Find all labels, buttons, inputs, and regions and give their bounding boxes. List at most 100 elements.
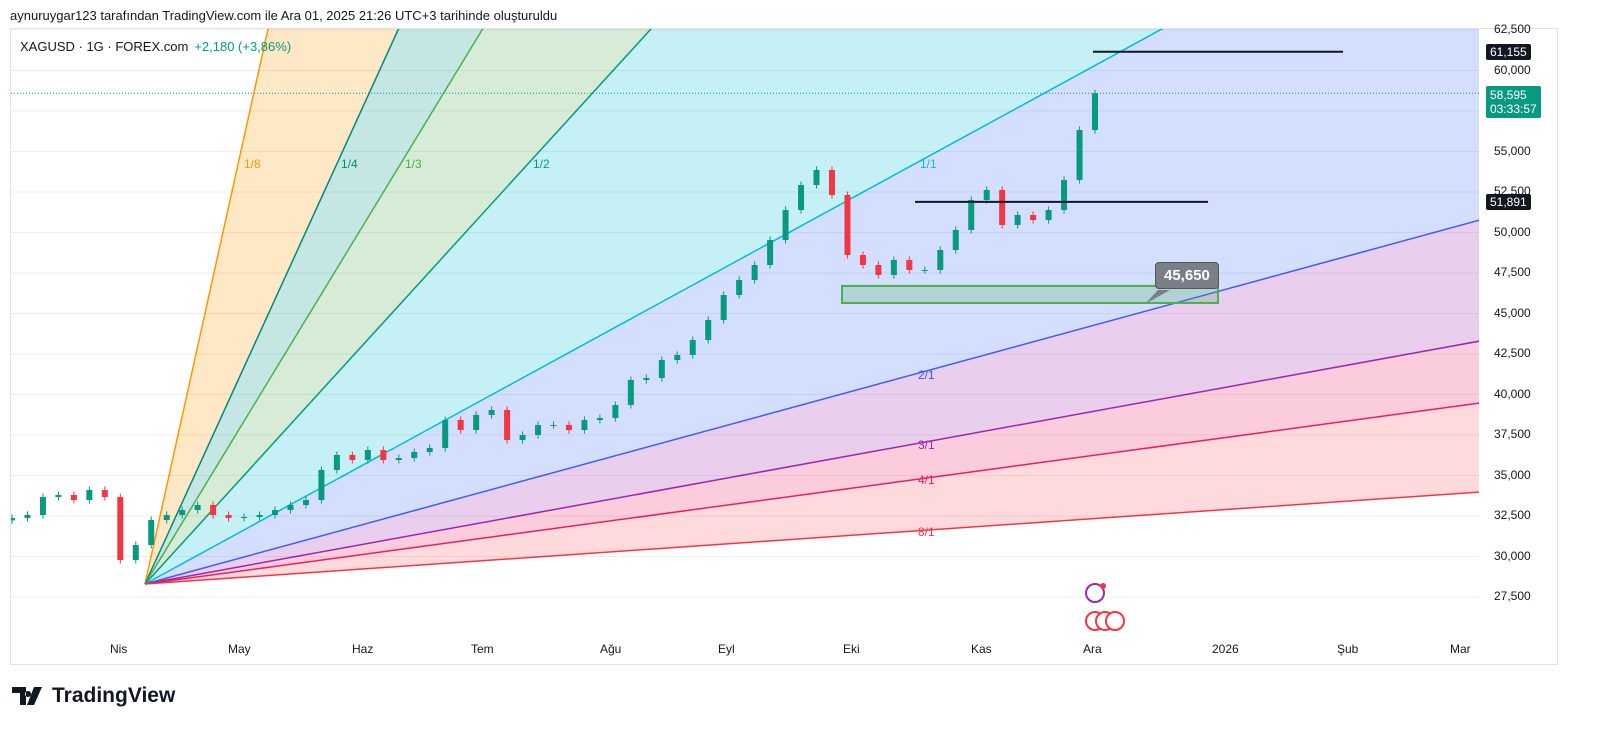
candle-body	[519, 435, 526, 440]
candle-body	[612, 404, 619, 418]
candle-body	[272, 509, 279, 515]
candle-body	[411, 451, 418, 459]
candle-body	[627, 380, 634, 405]
price-callout[interactable]: 45,650	[1155, 262, 1219, 289]
candle-body	[705, 319, 712, 341]
last-price: 58,595	[1490, 88, 1527, 102]
candle-body	[736, 279, 743, 295]
time-axis-label: Kas	[971, 642, 992, 656]
price-axis-label: 45,000	[1494, 305, 1531, 320]
candle-body	[581, 419, 588, 430]
price-axis-label: 35,000	[1494, 467, 1531, 482]
candle-body	[565, 424, 572, 430]
candle-body	[674, 354, 681, 360]
chart-caption: aynuruygar123 tarafından TradingView.com…	[10, 8, 558, 23]
candle-body	[318, 469, 325, 500]
candle-body	[86, 489, 93, 500]
candle-body	[813, 170, 820, 186]
candle-body	[333, 454, 340, 470]
support-zone	[841, 284, 1219, 304]
candle-body	[117, 496, 124, 560]
candle-body	[689, 340, 696, 355]
fan-band	[145, 29, 1479, 584]
candle-body	[148, 520, 155, 545]
price-axis-label: 27,500	[1494, 589, 1531, 603]
price-axis-label: 32,500	[1494, 508, 1531, 522]
candle-body	[1092, 93, 1098, 131]
lightning-event-icon	[1085, 583, 1105, 603]
time-axis-label: Şub	[1337, 642, 1359, 656]
price-axis-label: 40,000	[1494, 386, 1531, 401]
fan-label: 3/1	[918, 438, 935, 452]
fan-label: 1/2	[533, 157, 550, 171]
candle-body	[1030, 214, 1037, 220]
callout-pointer	[1145, 290, 1170, 304]
bar-countdown: 03:33:57	[1490, 102, 1537, 116]
candle-body	[210, 505, 217, 515]
candle-body	[11, 517, 15, 521]
candle-body	[720, 294, 727, 320]
price-axis-label: 62,500	[1494, 22, 1531, 36]
time-axis-label: Eyl	[718, 642, 735, 656]
price-axis-label: 30,000	[1494, 548, 1531, 563]
price-axis-label: 55,000	[1494, 143, 1531, 158]
candle-body	[1076, 130, 1083, 180]
last-price-tag: 58,595 03:33:57	[1486, 86, 1541, 118]
time-axis-label: Mar	[1450, 642, 1471, 656]
price-tag-mid: 51,891	[1486, 194, 1531, 210]
event-dot	[1100, 583, 1106, 589]
price-axis-label: 47,500	[1494, 265, 1531, 279]
price-axis-label: 37,500	[1494, 427, 1531, 441]
tradingview-logo[interactable]: TradingView	[12, 684, 175, 708]
time-axis-label: Ara	[1083, 642, 1102, 656]
price-axis-label: 50,000	[1494, 224, 1531, 239]
candle-body	[844, 194, 851, 256]
candle-body	[859, 255, 866, 265]
price-axis-label: 60,000	[1494, 62, 1531, 77]
symbol-label: XAGUSD · 1G · FOREX.com	[20, 39, 189, 54]
candle-body	[241, 517, 248, 519]
fan-label: 2/1	[918, 368, 935, 382]
candle-body	[952, 229, 959, 250]
candle-body	[983, 189, 990, 200]
candle-body	[70, 495, 77, 500]
candle-body	[937, 249, 944, 270]
fan-label: 1/8	[244, 157, 261, 171]
chart-frame[interactable]	[10, 28, 1558, 665]
us-flag-event-icon	[1105, 611, 1125, 631]
candle-body	[921, 269, 928, 271]
candle-body	[968, 199, 975, 230]
candle-body	[101, 489, 108, 497]
candle-body	[24, 514, 31, 518]
candle-body	[473, 414, 480, 430]
candle-body	[132, 544, 139, 560]
candle-body	[751, 264, 758, 280]
symbol-legend: XAGUSD · 1G · FOREX.com +2,180 (+3,86%)	[20, 39, 291, 54]
time-axis-label: Ağu	[600, 642, 622, 656]
tv-logo-icon	[12, 687, 42, 705]
candle-body	[426, 447, 433, 452]
candle-body	[349, 454, 356, 460]
candle-body	[782, 209, 789, 241]
candle-body	[596, 417, 603, 420]
candle-body	[999, 189, 1006, 225]
candle-body	[875, 264, 882, 275]
fan-label: 8/1	[918, 525, 935, 539]
candle-body	[39, 496, 46, 515]
candle-body	[535, 424, 542, 435]
candle-body	[163, 514, 170, 521]
candle-body	[194, 505, 201, 510]
time-axis-label: Tem	[471, 642, 494, 656]
candle-body	[457, 419, 464, 430]
candle-body	[395, 458, 402, 460]
candle-body	[828, 170, 835, 195]
time-axis-label: 2026	[1212, 642, 1239, 656]
brand-name: TradingView	[52, 684, 176, 707]
fan-label: 1/1	[920, 157, 937, 171]
time-axis-label: Eki	[843, 642, 860, 656]
candle-body	[179, 509, 186, 515]
candle-body	[1061, 179, 1068, 210]
candle-body	[302, 499, 309, 506]
candle-body	[658, 359, 665, 378]
